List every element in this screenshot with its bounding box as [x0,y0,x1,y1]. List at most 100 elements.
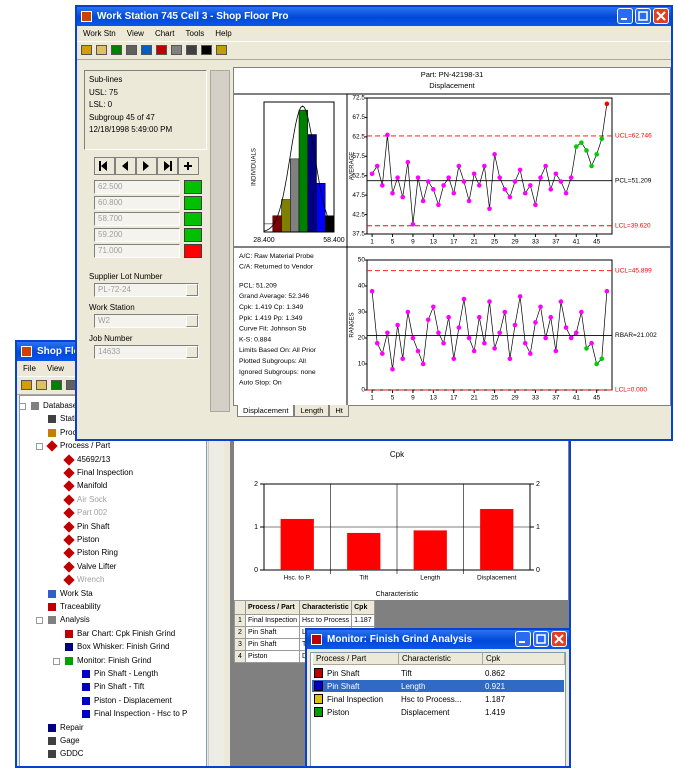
tree-item[interactable]: Monitor: Finish Grind [77,655,152,665]
y-axis-label: RANGES [350,312,356,337]
maximize-button[interactable] [533,631,549,647]
data-point [415,348,421,354]
menu-item[interactable]: File [23,364,36,373]
window-title: Work Station 745 Cell 3 - Shop Floor Pro [97,11,289,22]
tree-item[interactable]: Piston Ring [77,548,118,558]
monitor-cell: 1.187 [485,695,506,704]
toolbar-button[interactable] [111,45,122,55]
tree-item[interactable]: Pin Shaft - Length [94,669,159,678]
main-window: Work Station 745 Cell 3 - Shop Floor Pro… [75,5,673,441]
monitor-cell: Final Inspection [327,695,384,704]
y-tick-label: 47.5 [352,192,365,199]
toolbar-button[interactable] [156,45,167,55]
tree-item[interactable]: Manifold [77,481,108,491]
menu-item[interactable]: Chart [154,29,175,38]
tree-item[interactable]: Part 002 [77,508,108,518]
glyph [519,641,525,643]
y-tick-label: 40 [358,283,366,290]
data-point [507,194,513,200]
toolbar-button[interactable] [81,45,92,55]
grid-cell: 1.187 [351,614,375,627]
minimize-button[interactable] [617,8,633,24]
toolbar-button[interactable] [96,45,107,55]
histogram-bar [298,109,308,233]
data-point [502,187,508,192]
toolbar-button[interactable] [201,45,212,55]
column-header[interactable]: Cpk [483,653,565,665]
close-button[interactable] [551,631,567,647]
tree-item[interactable]: 45692/13 [77,454,111,464]
toolbar-button[interactable] [171,45,182,55]
data-point [410,221,416,227]
toolbar-button[interactable] [216,45,227,55]
y-tick-label: 42.5 [352,211,365,218]
info-line: 12/18/1998 5:49:00 PM [89,125,173,134]
dropdown[interactable]: W2 [94,314,199,328]
tree-icon [63,453,75,466]
tree-item[interactable]: Bar Chart: Cpk Finish Grind [77,628,176,638]
expander[interactable] [53,657,60,665]
toolbar-button[interactable] [141,45,152,55]
data-point [415,175,421,180]
data-point [431,187,436,192]
tree-item[interactable]: Work Sta [60,588,93,598]
dropdown[interactable]: PL-72-24 [94,283,199,297]
monitor-row[interactable] [312,680,564,692]
tree-icon [46,440,58,452]
info-box: Sub-lines USL: 75 LSL: 0 Subgroup 45 of 47 1… [84,70,207,150]
tab[interactable]: Ht [329,405,349,417]
close-button[interactable] [653,8,669,24]
tree-item[interactable]: Traceability [60,602,101,611]
x-tick-label: Tift [359,575,368,582]
data-point [573,330,579,336]
expander[interactable] [36,617,43,625]
data-point [548,314,554,320]
menu-item[interactable]: Work Stn [83,29,116,38]
tree-item[interactable]: Gage [60,736,80,745]
tree-item[interactable]: Wrench [77,575,105,585]
dropdown[interactable]: 14633 [94,345,199,359]
tree-item[interactable]: Pin Shaft [77,521,110,531]
tree-item[interactable]: Stations [60,414,89,423]
tree-item[interactable]: Repair [60,722,84,732]
tree-item[interactable]: Database [43,401,78,410]
grid-row[interactable]: 1 Final Inspection Hsc to Process 1.187 [234,614,375,627]
bar [413,530,447,570]
toolbar-button[interactable] [186,45,197,55]
tree-icon [48,750,56,759]
menu-item[interactable]: View [46,364,65,373]
tree-item[interactable]: Final Inspection - Hsc to P [94,709,188,719]
expander[interactable] [36,443,43,451]
menu-item[interactable]: Tools [185,29,205,38]
menu-item[interactable]: Help [215,29,232,38]
column-header[interactable]: Process / Part [313,653,399,665]
tree-item[interactable]: Process / Part [60,441,111,451]
toolbar-button[interactable] [21,380,32,390]
toolbar-button[interactable] [126,45,137,55]
title-bar: Monitor: Finish Grind Analysis [307,630,569,649]
tab[interactable]: Length [294,405,330,417]
tree-item[interactable]: Pin Shaft - Tift [94,682,145,692]
tree-item[interactable]: Box Whisker: Finish Grind [77,642,170,652]
tree-item[interactable]: Final Inspection [77,468,134,477]
menu-item[interactable]: View [126,29,144,38]
tree-item[interactable]: Piston [77,535,100,544]
expander[interactable] [19,403,26,410]
tree-item[interactable]: Piston - Displacement [94,695,172,705]
column-header[interactable]: Characteristic [399,653,483,665]
window-icon [21,346,32,357]
minimize-button[interactable] [515,631,531,647]
toolbar-button[interactable] [36,380,47,390]
button-glyph [536,634,546,644]
tree-item[interactable]: Valve Lifter [77,561,117,571]
tree-item[interactable]: Analysis [60,615,90,625]
tree-item[interactable]: GDDC [60,749,84,759]
toolbar-button[interactable] [51,380,62,390]
info-line: Sub-lines [89,75,123,84]
maximize-button[interactable] [635,8,651,24]
tree-item[interactable]: Air Sock [77,494,107,504]
data-point [579,140,584,145]
tree-icon [63,574,75,586]
data-point [395,175,400,180]
tab[interactable]: Displacement [237,405,295,417]
